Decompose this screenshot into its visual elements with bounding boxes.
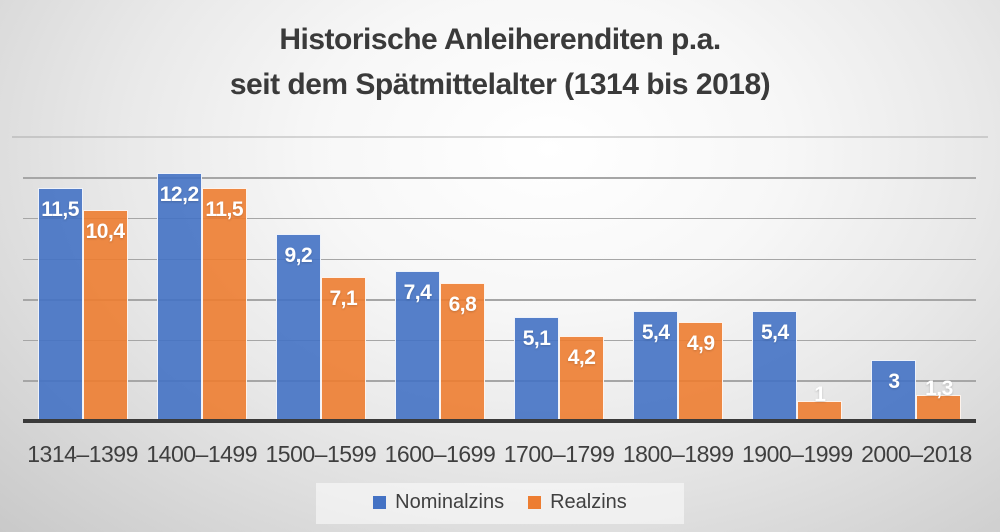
- bar-value-label: 10,4: [85, 219, 125, 243]
- chart-title-line1: Historische Anleiherenditen p.a.: [279, 23, 721, 56]
- bar-realzins-4: [439, 282, 485, 421]
- bar-realzins-6: [678, 321, 724, 421]
- bar-value-label: 5,4: [641, 321, 670, 345]
- bar-nominalzins-7: [752, 311, 798, 421]
- bar-nominalzins-1: [37, 187, 83, 421]
- gridline: [23, 177, 976, 179]
- legend-label: Nominalzins: [395, 491, 505, 513]
- title-separator-line: [12, 136, 988, 138]
- bar-value-label: 4,9: [686, 331, 715, 355]
- gridline: [23, 258, 976, 260]
- bar-realzins-2: [201, 187, 247, 421]
- bar-value-label: 9,2: [284, 244, 313, 268]
- bar-value-label: 7,4: [403, 280, 432, 304]
- legend-label: Realzins: [550, 491, 627, 513]
- gridline: [23, 339, 976, 342]
- bar-realzins-8: [916, 394, 962, 421]
- legend-swatch-icon: [373, 496, 387, 509]
- x-axis-label: 1900–1999: [742, 441, 853, 467]
- bar-nominalzins-3: [275, 234, 321, 421]
- bar-value-label: 5,4: [760, 321, 789, 345]
- bar-value-label: 1: [814, 382, 826, 406]
- bar-nominalzins-4: [394, 270, 440, 421]
- legend-item-realzins: Realzins: [528, 491, 627, 514]
- x-axis-label: 1600–1699: [384, 441, 496, 467]
- gridline: [23, 380, 976, 382]
- chart-legend: Nominalzins Realzins: [0, 491, 1000, 514]
- x-axis-label: 1700–1799: [503, 441, 615, 467]
- x-axis-label: 1500–1599: [265, 441, 377, 467]
- bar-realzins-3: [320, 276, 366, 421]
- legend-item-nominalzins: Nominalzins: [373, 491, 504, 514]
- bar-value-label: 1,3: [925, 376, 953, 400]
- bar-value-label: 5,1: [522, 327, 551, 351]
- x-axis-label: 1314–1399: [27, 441, 138, 467]
- bar-value-label: 3: [888, 370, 900, 394]
- bar-nominalzins-6: [633, 311, 679, 421]
- x-axis-label: 1400–1499: [146, 441, 257, 467]
- bar-value-label: 7,1: [329, 286, 358, 310]
- bar-value-label: 11,5: [205, 197, 244, 221]
- legend-swatch-icon: [528, 496, 542, 509]
- x-axis-line: [23, 419, 976, 423]
- bar-value-label: 4,2: [567, 345, 596, 369]
- x-axis-label: 1800–1899: [622, 441, 734, 467]
- gridline: [23, 299, 976, 301]
- bar-value-label: 11,5: [41, 197, 79, 221]
- bar-nominalzins-2: [156, 173, 202, 421]
- bar-realzins-5: [559, 335, 605, 421]
- bar-value-label: 12,2: [159, 183, 199, 207]
- chart-title: Historische Anleiherenditen p.a. seit de…: [0, 17, 1000, 107]
- bar-realzins-1: [82, 209, 128, 421]
- bar-nominalzins-5: [514, 317, 560, 421]
- bar-value-label: 6,8: [448, 292, 477, 316]
- chart-title-line2: seit dem Spätmittelalter (1314 bis 2018): [229, 68, 771, 101]
- gridline: [23, 218, 976, 220]
- x-axis-label: 2000–2018: [861, 441, 972, 467]
